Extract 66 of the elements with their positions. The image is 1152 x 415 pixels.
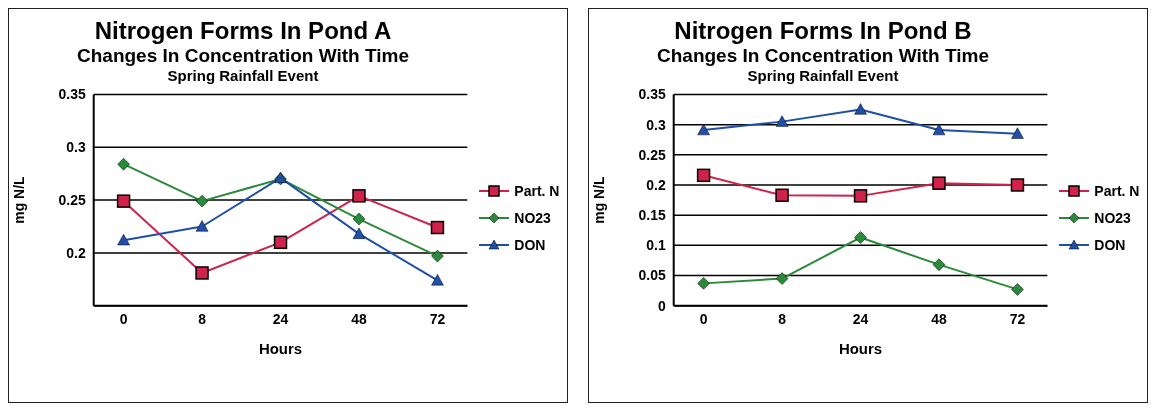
y-axis-title: mg N/L (590, 175, 607, 224)
x-tick-label: 48 (931, 310, 947, 327)
x-tick-label: 8 (778, 310, 787, 327)
x-axis-title: Hours (838, 339, 883, 357)
point (431, 249, 444, 263)
point (697, 123, 710, 136)
point (431, 274, 444, 286)
legend-label: NO23 (1094, 209, 1131, 226)
point (195, 266, 209, 280)
point (854, 231, 867, 244)
point (932, 176, 946, 190)
point (697, 277, 710, 290)
y-tick-label: 0.35 (58, 86, 86, 103)
x-tick-label: 0 (699, 310, 708, 327)
point (775, 272, 789, 285)
y-axis-title: mg N/L (10, 175, 27, 224)
y-tick-label: 0.25 (58, 192, 86, 209)
legend-label: DON (514, 236, 546, 253)
y-tick-label: 0.3 (646, 116, 666, 133)
x-tick-label: 24 (272, 310, 289, 327)
x-tick-label: 72 (1009, 310, 1026, 327)
text: Spring Rainfall Event (746, 67, 900, 84)
point (1010, 178, 1025, 192)
y-tick-label: 0.15 (638, 207, 666, 224)
chart-title: Nitrogen Forms In Pond B (673, 17, 973, 45)
y-tick-label: 0.35 (638, 86, 666, 103)
point (273, 235, 288, 250)
y-tick-label: 0.1 (646, 237, 666, 254)
point (775, 115, 789, 127)
text: Spring Rainfall Event (166, 67, 320, 84)
y-tick-label: 0.2 (66, 244, 86, 261)
point (775, 188, 789, 202)
chart-title: Nitrogen Forms In Pond A (93, 17, 393, 45)
point (117, 233, 130, 246)
point (195, 194, 209, 208)
y-tick-label: 0.3 (66, 139, 86, 156)
point (116, 194, 131, 208)
x-tick-label: 24 (852, 310, 869, 327)
x-tick-label: 8 (198, 310, 207, 327)
point (1011, 127, 1024, 139)
x-tick-label: 48 (351, 310, 367, 327)
point (352, 227, 366, 239)
x-axis-title: Hours (258, 339, 303, 357)
legend-label: DON (1094, 236, 1126, 253)
legend-label: Part. N (514, 182, 560, 199)
x-tick-label: 72 (429, 310, 446, 327)
point (352, 189, 366, 203)
legend-label: NO23 (514, 209, 551, 226)
point (853, 189, 868, 203)
chart-subtitle: Changes In Concentration With Time (656, 45, 990, 67)
y-tick-label: 0.05 (638, 267, 666, 284)
point (854, 103, 867, 115)
y-tick-label: 0.2 (646, 176, 666, 193)
legend-label: Part. N (1094, 182, 1140, 199)
point (195, 220, 209, 232)
point (117, 157, 130, 171)
point (932, 258, 946, 271)
y-tick-label: 0.25 (638, 146, 666, 163)
point (696, 168, 711, 183)
chart-subtitle: Changes In Concentration With Time (76, 45, 410, 67)
x-tick-label: 0 (119, 310, 128, 327)
point (1011, 283, 1024, 296)
y-tick-label: 0 (657, 297, 666, 314)
point (352, 212, 366, 226)
point (430, 220, 445, 235)
point (932, 123, 946, 136)
